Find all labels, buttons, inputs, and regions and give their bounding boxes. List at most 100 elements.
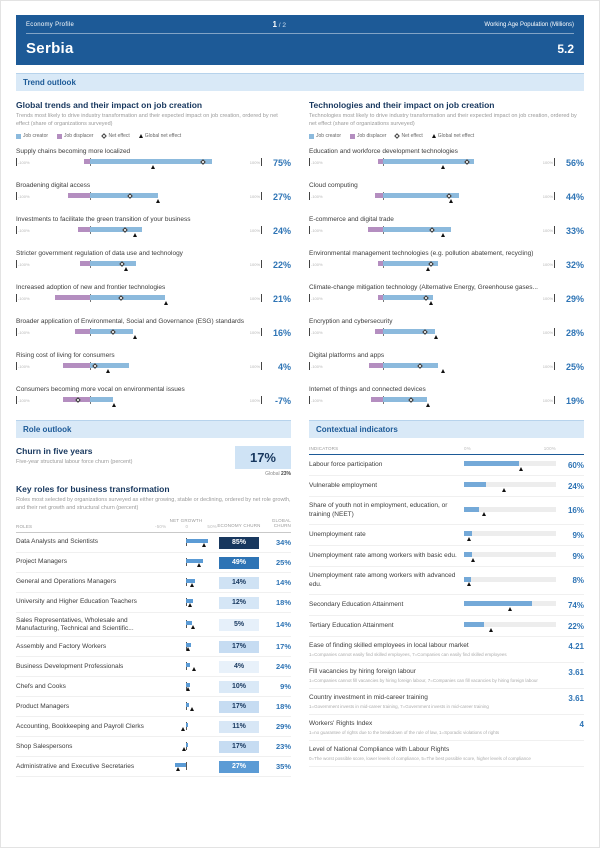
indicator-fill — [464, 506, 479, 512]
axis-min-label: -100% — [311, 262, 323, 268]
trend-label: Investments to facilitate the green tran… — [16, 216, 191, 224]
job-creator-swatch-icon — [16, 133, 21, 139]
key-roles-title: Key roles for business transformation — [16, 484, 170, 495]
axis-left-tick — [16, 226, 17, 235]
trend-label: Supply chains becoming more localized — [16, 148, 131, 156]
job-creator-bar — [382, 159, 475, 165]
contextual-indicators-column: Contextual indicators INDICATORS 0% 100%… — [309, 420, 584, 777]
indicator-label: Labour force participation — [309, 461, 383, 469]
trend-chart: -100% 100% 25% — [309, 362, 584, 374]
global-growth-marker — [192, 667, 197, 672]
section-contextual-indicators: Contextual indicators — [309, 420, 584, 439]
trend-track: -100% 100% — [16, 260, 262, 272]
col-indicators: INDICATORS — [309, 446, 339, 452]
economy-churn-col: 4% — [217, 660, 261, 673]
trend-label: Environmental management technologies (e… — [309, 250, 534, 258]
trends-title: Global trends and their impact on job cr… — [16, 100, 203, 110]
churn-block: Churn in five years Five-year structural… — [16, 446, 291, 477]
global-growth-marker — [190, 625, 195, 630]
legend-net-effect: Net effect — [394, 133, 423, 139]
role-label: Administrative and Executive Secretaries — [16, 762, 135, 770]
technologies-column: Technologies and their impact on job cre… — [309, 100, 584, 420]
trend-label: Digital platforms and apps — [309, 352, 385, 360]
axis-min-label: -100% — [18, 296, 30, 302]
axis-left-tick — [309, 260, 310, 269]
job-displacer-bar — [62, 363, 90, 369]
trend-value: 22% — [272, 260, 291, 271]
economy-churn-cell: 5% — [219, 618, 259, 631]
role-label: General and Operations Managers — [16, 578, 117, 586]
trend-chart: -100% 100% 56% — [309, 158, 584, 170]
scale-max: 50% — [207, 524, 217, 529]
indicator-track — [464, 506, 556, 512]
trend-label: Consumers becoming more vocal on environ… — [16, 386, 185, 394]
global-net-effect-marker — [133, 233, 138, 238]
section-role-outlook: Role outlook — [16, 420, 291, 439]
indicators-table-header: INDICATORS 0% 100% — [309, 446, 584, 456]
axis-right-tick — [554, 294, 555, 303]
axis-left-tick — [16, 328, 17, 337]
table-row: Assembly and Factory Workers 17% 17% — [16, 637, 291, 658]
trend-chart: -100% 100% 22% — [16, 260, 291, 272]
page-indicator: 1 / 2 — [273, 20, 287, 29]
col-roles: ROLES — [16, 524, 33, 529]
indicator-fill — [464, 552, 473, 558]
indicator-scale-main: Level of National Compliance with Labour… — [309, 746, 556, 762]
trend-value: 21% — [272, 294, 291, 305]
indicator-value: 24% — [567, 481, 584, 491]
economy-churn-col: 85% — [217, 536, 261, 549]
axis-left-tick — [309, 226, 310, 235]
role-label: Assembly and Factory Workers — [16, 642, 107, 650]
axis-left-tick — [16, 362, 17, 371]
indicator-track — [464, 552, 556, 558]
global-churn-value: 34% — [275, 538, 291, 547]
trend-value: 29% — [565, 294, 584, 305]
indicator-label: Vulnerable employment — [309, 482, 378, 490]
trend-value: 33% — [565, 226, 584, 237]
axis-left-tick — [16, 192, 17, 201]
trend-label: Internet of things and connected devices — [309, 386, 426, 394]
indicator-row: Share of youth not in employment, educat… — [309, 497, 584, 526]
global-growth-marker — [182, 747, 187, 752]
job-creator-bar — [89, 261, 136, 267]
indicator-label: Unemployment rate among workers with adv… — [309, 572, 456, 588]
trend-label: Increased adoption of new and frontier t… — [16, 284, 166, 292]
legend-job-creator: Job creator — [16, 133, 48, 139]
global-net-effect-marker — [441, 233, 446, 238]
global-net-effect-marker — [448, 199, 453, 204]
trend-chart: -100% 100% 24% — [16, 226, 291, 238]
indicator-row: Labour force participation 60% — [309, 455, 584, 477]
axis-left-tick — [16, 396, 17, 405]
economy-title: Serbia — [26, 40, 74, 57]
indicator-global-marker — [489, 627, 494, 632]
indicator-fill — [464, 531, 473, 537]
job-displacer-bar — [370, 397, 383, 403]
trend-chart: -100% 100% 21% — [16, 294, 291, 306]
indicator-track — [464, 576, 556, 582]
trend-track: -100% 100% — [309, 396, 555, 408]
scale-max: 100% — [543, 446, 556, 452]
trend-value: 56% — [565, 158, 584, 169]
trend-item: Education and workforce development tech… — [309, 148, 584, 170]
legend-global-net-effect: Global net effect — [431, 133, 474, 139]
axis-min-label: -100% — [311, 398, 323, 404]
job-displacer-bar — [67, 193, 90, 199]
legend-job-displacer: Job displacer — [57, 133, 93, 139]
net-growth-bar — [186, 538, 208, 543]
economy-churn-col: 14% — [217, 576, 261, 589]
table-row: Data Analysts and Scientists 85% 34% — [16, 533, 291, 553]
economy-churn-col: 49% — [217, 556, 261, 569]
churn-subtitle: Five-year structural labour force churn … — [16, 459, 133, 466]
global-net-effect-marker — [163, 301, 168, 306]
indicator-value: 4 — [579, 719, 584, 729]
trend-chart: -100% 100% 32% — [309, 260, 584, 272]
role-outlook-column: Role outlook Churn in five years Five-ye… — [16, 420, 291, 778]
indicator-value: 22% — [567, 621, 584, 631]
net-growth-chart — [155, 557, 217, 568]
indicator-label: Workers' Rights Index — [309, 719, 373, 727]
trend-label: Climate-change mitigation technology (Al… — [309, 284, 538, 292]
global-churn-value: 9% — [280, 682, 291, 692]
indicator-fill — [464, 461, 520, 467]
job-creator-bar — [89, 295, 165, 301]
trend-label: E-commerce and digital trade — [309, 216, 394, 224]
